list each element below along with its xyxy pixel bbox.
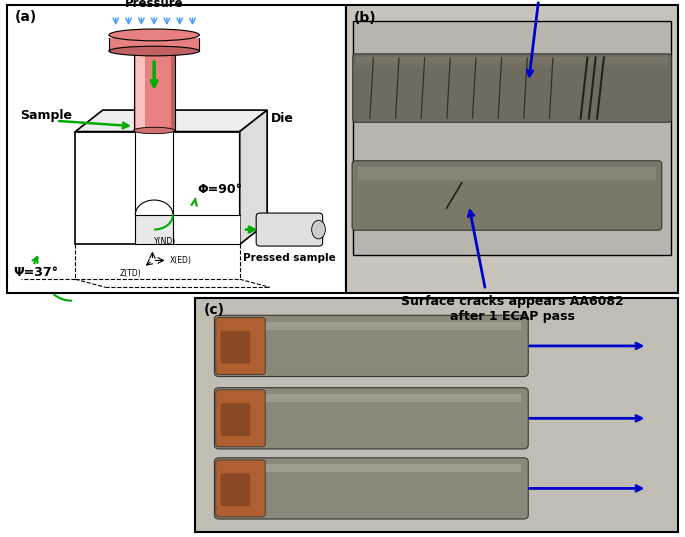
Bar [135, 129, 173, 244]
Text: Pressed sample: Pressed sample [243, 252, 336, 263]
Text: (a): (a) [15, 10, 37, 24]
FancyBboxPatch shape [353, 54, 671, 122]
Ellipse shape [312, 220, 325, 239]
FancyBboxPatch shape [214, 388, 528, 449]
Bar [109, 38, 199, 51]
Bar [353, 21, 671, 255]
Text: Surface cracks appears AA6082
after 1 ECAP pass: Surface cracks appears AA6082 after 1 EC… [401, 295, 623, 323]
FancyBboxPatch shape [214, 315, 528, 376]
Ellipse shape [134, 127, 175, 134]
Text: X(ED): X(ED) [169, 256, 191, 265]
Bar [75, 132, 240, 244]
Ellipse shape [109, 29, 199, 41]
FancyBboxPatch shape [221, 474, 250, 506]
Text: Ψ=37°: Ψ=37° [14, 266, 59, 279]
Text: Die: Die [271, 112, 293, 125]
FancyBboxPatch shape [216, 317, 265, 374]
Bar [135, 215, 240, 244]
FancyBboxPatch shape [214, 458, 528, 519]
FancyBboxPatch shape [221, 331, 250, 364]
Bar [136, 38, 145, 130]
Bar [195, 298, 678, 532]
Text: (b): (b) [354, 11, 377, 25]
Text: Y(ND): Y(ND) [154, 237, 177, 246]
Bar [356, 62, 668, 64]
Text: (c): (c) [203, 303, 225, 317]
Polygon shape [75, 110, 267, 132]
FancyBboxPatch shape [221, 403, 250, 436]
Bar [221, 465, 521, 473]
Bar [356, 64, 668, 67]
Bar [221, 394, 521, 402]
Text: Z(TD): Z(TD) [120, 268, 141, 278]
Text: Sample: Sample [21, 109, 73, 122]
Bar [7, 5, 346, 293]
Bar [358, 167, 656, 180]
Bar [135, 215, 173, 244]
Ellipse shape [109, 46, 199, 56]
FancyBboxPatch shape [216, 390, 265, 447]
Bar [221, 322, 521, 330]
Bar [356, 56, 668, 59]
FancyBboxPatch shape [352, 161, 662, 230]
Bar [356, 59, 668, 62]
Text: Pressure: Pressure [125, 0, 184, 10]
Bar [171, 38, 175, 130]
Bar [134, 38, 175, 130]
Polygon shape [240, 110, 267, 244]
FancyBboxPatch shape [216, 460, 265, 517]
Text: Φ=90°: Φ=90° [197, 183, 242, 196]
Bar [346, 5, 678, 293]
FancyBboxPatch shape [256, 213, 323, 246]
